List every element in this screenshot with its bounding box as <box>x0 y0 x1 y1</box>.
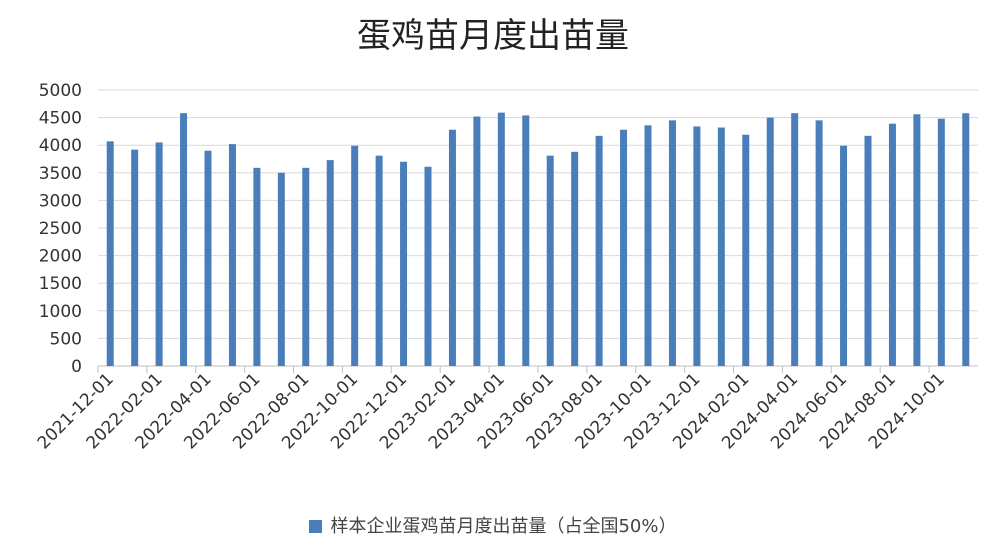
bar <box>497 112 505 367</box>
axes <box>97 365 978 373</box>
bar <box>937 118 945 366</box>
bar <box>473 116 481 366</box>
bar <box>302 167 310 366</box>
y-tick-label: 3000 <box>39 191 82 211</box>
legend: 样本企业蛋鸡苗月度出苗量（占全国50%） <box>0 512 986 538</box>
bar <box>913 114 921 367</box>
bar <box>962 113 970 367</box>
y-tick-label: 500 <box>50 329 82 349</box>
bar <box>326 160 334 366</box>
y-tick-label: 4000 <box>39 136 82 156</box>
bar <box>644 125 652 366</box>
y-tick-labels: 0 500 1000 1500 2000 2500 3000 3500 4000 4500 5000 <box>39 81 82 377</box>
bar <box>277 172 285 366</box>
bar <box>106 141 114 366</box>
bar <box>815 120 823 366</box>
bar <box>180 113 188 367</box>
y-tick-label: 2000 <box>39 247 82 267</box>
bar <box>400 161 408 366</box>
legend-swatch <box>309 520 323 533</box>
bar <box>375 155 383 366</box>
y-tick-label: 1500 <box>39 274 82 294</box>
bar <box>888 123 896 366</box>
chart-title: 蛋鸡苗月度出苗量 <box>357 16 629 56</box>
bar <box>766 117 774 366</box>
y-tick-label: 3500 <box>39 164 82 184</box>
bar <box>693 126 701 366</box>
bar <box>620 129 628 366</box>
bar <box>448 129 456 366</box>
bar <box>864 135 872 366</box>
bar <box>424 166 432 366</box>
bar <box>840 145 848 366</box>
bar <box>253 167 261 366</box>
bar <box>546 155 554 366</box>
bar <box>228 144 236 366</box>
x-tick-labels: 2021-12-012022-02-012022-04-012022-06-01… <box>34 369 949 453</box>
bar <box>131 149 139 366</box>
bar <box>571 151 579 366</box>
bar <box>717 127 725 366</box>
bar <box>522 115 530 366</box>
bar <box>595 135 603 366</box>
bar <box>791 113 799 367</box>
y-tick-label: 4500 <box>39 109 82 129</box>
y-tick-label: 1000 <box>39 302 82 322</box>
bar <box>742 134 750 366</box>
legend-label: 样本企业蛋鸡苗月度出苗量（占全国50%） <box>330 516 677 537</box>
y-tick-label: 2500 <box>39 219 82 239</box>
bar <box>351 145 359 366</box>
gridlines <box>98 89 978 339</box>
bar <box>204 150 212 366</box>
y-tick-label: 0 <box>71 357 82 377</box>
y-tick-label: 5000 <box>39 81 82 101</box>
bar <box>155 142 163 366</box>
bar <box>668 120 676 366</box>
bars <box>106 112 970 367</box>
